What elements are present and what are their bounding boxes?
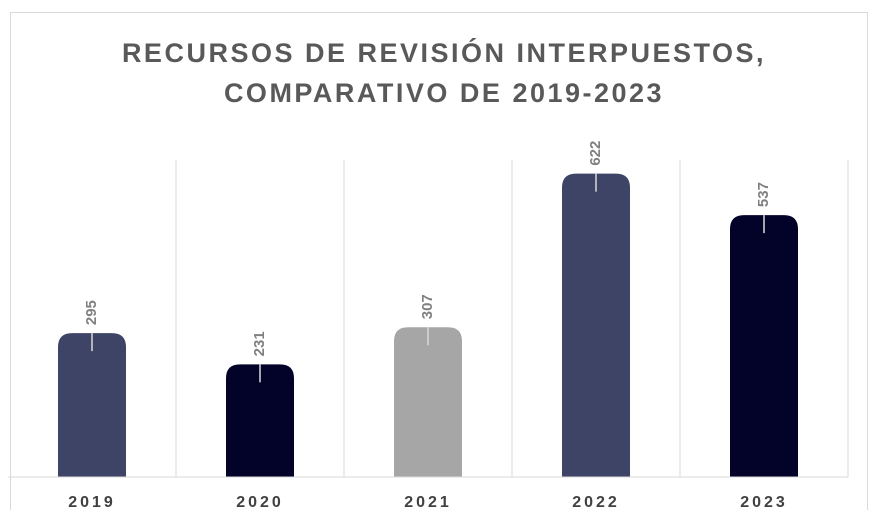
bar [226,364,294,477]
value-label: 537 [755,182,772,207]
x-tick-label: 2022 [572,494,620,510]
x-tick-label: 2019 [68,494,116,510]
x-tick-label: 2023 [740,494,788,510]
chart-title: RECURSOS DE REVISIÓN INTERPUESTOS, [122,37,766,68]
x-tick-label: 2021 [404,494,452,510]
x-tick-label: 2020 [236,494,284,510]
bar [58,333,126,477]
value-label: 307 [419,294,436,319]
chart-title: COMPARATIVO DE 2019-2023 [224,78,664,108]
bar [730,215,798,477]
value-label: 231 [251,331,268,356]
value-label: 622 [587,141,604,166]
value-label: 295 [83,300,100,325]
bar [394,327,462,477]
bar [562,173,630,477]
